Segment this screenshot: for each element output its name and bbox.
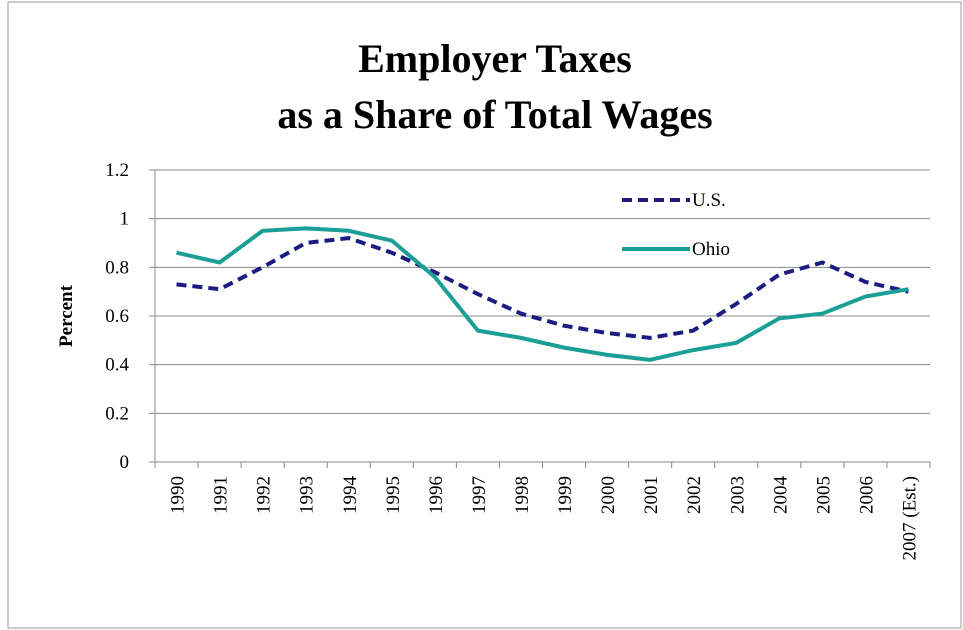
y-tick-label: 1	[120, 209, 130, 230]
x-tick-label: 2002	[684, 476, 705, 514]
chart-title: Employer Taxes	[358, 36, 632, 81]
x-tick-label: 1991	[211, 476, 232, 514]
x-tick-label: 2004	[770, 476, 791, 515]
x-tick-label: 1993	[297, 476, 318, 514]
legend-label: Ohio	[692, 239, 730, 260]
chart-title: as a Share of Total Wages	[277, 92, 712, 137]
x-tick-label: 1997	[469, 476, 490, 514]
x-tick-label: 1995	[383, 476, 404, 514]
x-tick-label: 2003	[727, 476, 748, 514]
x-tick-label: 1990	[168, 476, 189, 514]
x-tick-label: 2006	[856, 476, 877, 514]
series-line	[176, 226, 909, 362]
y-tick-label: 0.6	[105, 306, 129, 327]
y-tick-label: 0.2	[105, 403, 129, 424]
x-tick-label: 1992	[254, 476, 275, 514]
x-tick-label: 1996	[426, 476, 447, 514]
x-tick-label: 2007 (Est.)	[899, 476, 920, 560]
x-tick-label: 2000	[598, 476, 619, 514]
y-tick-label: 0.8	[105, 257, 129, 278]
x-tick-label: 1999	[555, 476, 576, 514]
y-tick-label: 0	[120, 452, 130, 473]
series-line	[176, 236, 909, 340]
x-tick-label: 1998	[512, 476, 533, 514]
y-axis-label: Percent	[56, 284, 77, 347]
x-tick-label: 2001	[641, 476, 662, 514]
x-tick-label: 2005	[813, 476, 834, 514]
legend-label: U.S.	[692, 190, 726, 211]
y-tick-label: 0.4	[105, 355, 129, 376]
y-tick-label: 1.2	[105, 160, 129, 181]
x-tick-label: 1994	[340, 476, 361, 515]
